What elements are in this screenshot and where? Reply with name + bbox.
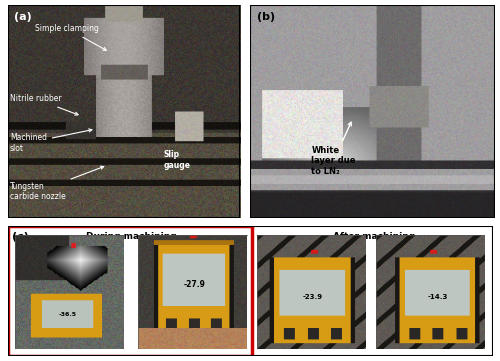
Text: (a): (a) [14,12,32,22]
Text: -36.5: -36.5 [58,312,77,317]
Bar [258,235,366,349]
Text: -23.9: -23.9 [303,293,323,300]
Bar [138,235,248,349]
Text: (b): (b) [258,12,276,22]
Text: After machining: After machining [332,232,414,241]
Bar [8,226,252,356]
Text: White
layer due
to LN₂: White layer due to LN₂ [311,122,356,176]
Bar [376,235,485,349]
Text: During machining: During machining [86,232,176,241]
Text: -27.9: -27.9 [184,280,206,289]
Text: -14.3: -14.3 [428,293,448,300]
Text: Tungsten
carbide nozzle: Tungsten carbide nozzle [10,166,104,201]
Bar [15,235,124,349]
Text: Nitrile rubber: Nitrile rubber [10,94,78,115]
Text: (c): (c) [12,232,29,242]
Text: Slip
gauge: Slip gauge [164,150,190,170]
Text: Machined
slot: Machined slot [10,129,92,153]
Text: Simple clamping: Simple clamping [36,24,107,50]
